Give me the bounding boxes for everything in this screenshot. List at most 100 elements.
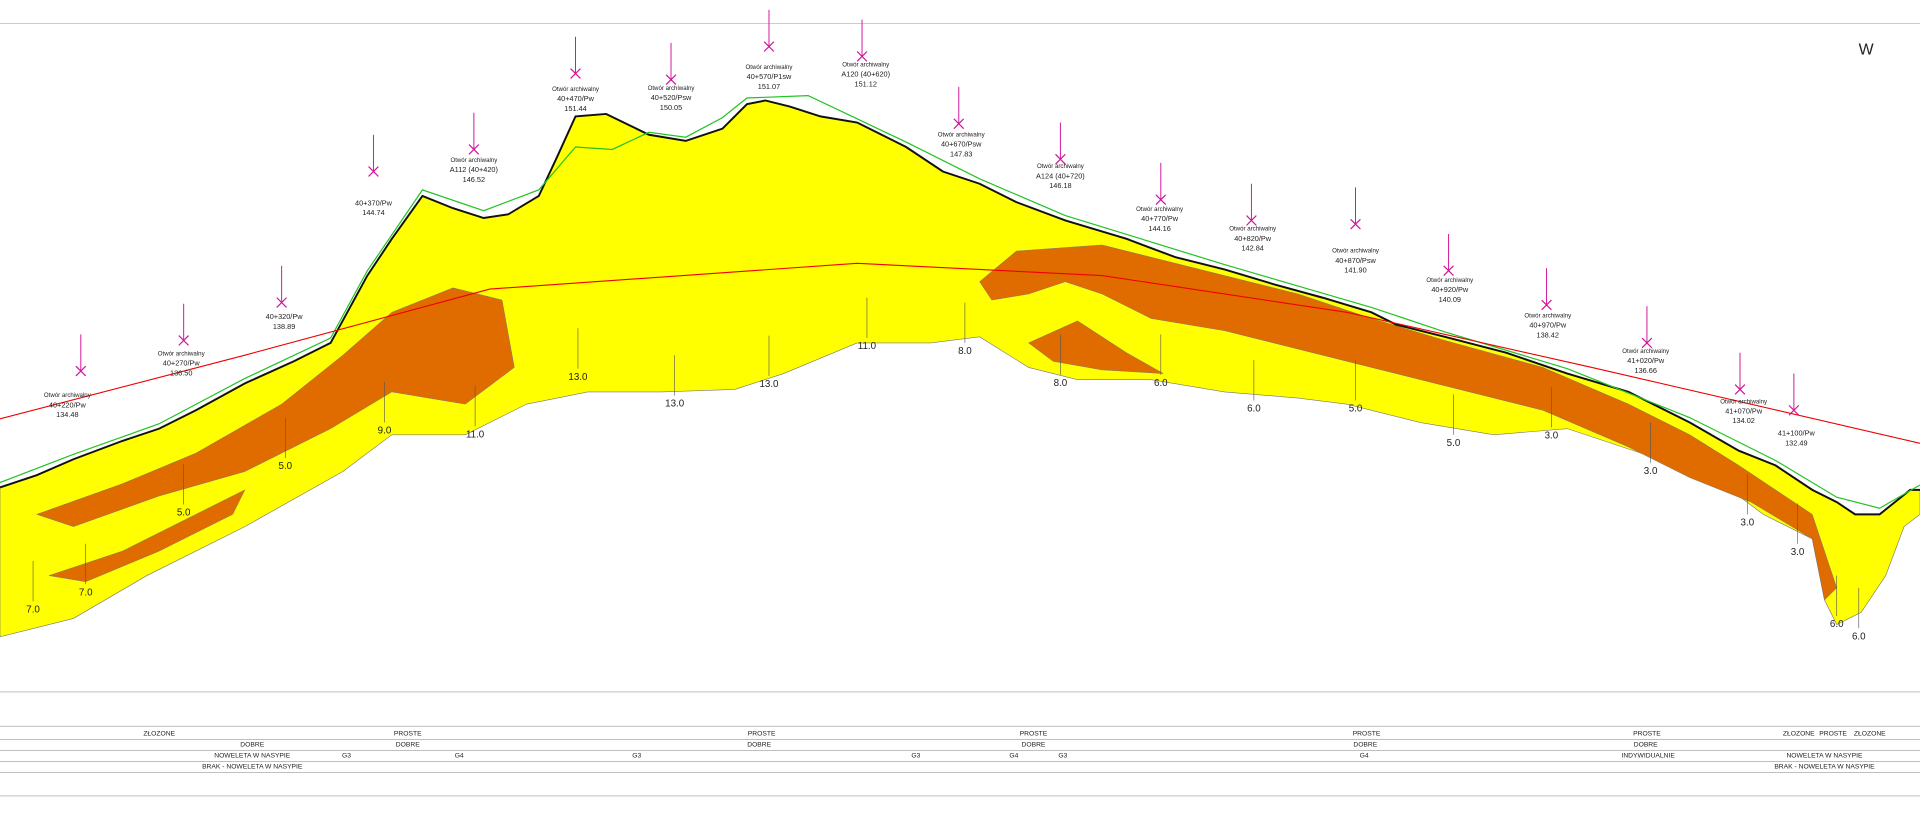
- table-cell: PROSTE: [1020, 730, 1048, 737]
- table-cell: DOBRE: [1634, 741, 1658, 748]
- depth-label: 5.0: [1447, 438, 1461, 449]
- borehole-type: Otwór archiwalny: [1332, 248, 1380, 255]
- borehole-marker: [276, 297, 287, 308]
- borehole-elevation: 138.42: [1537, 331, 1559, 340]
- borehole-type: Otwór archiwalny: [1720, 398, 1768, 405]
- borehole-elevation: 134.48: [56, 410, 78, 419]
- depth-label: 9.0: [378, 426, 392, 437]
- table-cell: G4: [1360, 752, 1369, 759]
- tunnel-axis: [0, 262, 1920, 444]
- depth-label: 6.0: [1247, 404, 1261, 415]
- borehole-marker: [1155, 194, 1167, 205]
- depth-label: 8.0: [958, 346, 972, 357]
- depth-label: 5.0: [1349, 404, 1363, 415]
- depth-label: 11.0: [858, 341, 877, 352]
- depth-label: 3.0: [1741, 518, 1755, 529]
- borehole-marker: [1641, 337, 1653, 349]
- table-cell: DOBRE: [396, 741, 420, 748]
- borehole-type: Otwór archiwalny: [1037, 163, 1085, 170]
- borehole-chainage: 41+070/Pw: [1725, 406, 1763, 415]
- depth-label: 13.0: [568, 372, 588, 383]
- borehole-elevation: 150.05: [660, 103, 682, 112]
- borehole-type: Otwór archiwalny: [158, 351, 206, 358]
- borehole-chainage: 40+970/Pw: [1529, 321, 1567, 330]
- borehole-elevation: 141.90: [1344, 266, 1366, 275]
- borehole-type: Otwór archiwalny: [450, 157, 498, 164]
- depth-label: 7.0: [79, 587, 93, 598]
- borehole-elevation: 144.74: [362, 208, 384, 217]
- borehole-chainage: 40+920/Pw: [1431, 285, 1469, 294]
- borehole-chainage: 40+570/P1sw: [747, 72, 792, 81]
- borehole-marker: [1541, 299, 1552, 311]
- borehole-marker: [75, 365, 87, 377]
- table-cell: INDYWIDUALNIE: [1621, 752, 1675, 759]
- depth-label: 6.0: [1852, 631, 1866, 642]
- borehole-chainage: 41+020/Pw: [1627, 356, 1665, 365]
- terrain-surface: [0, 99, 1920, 516]
- borehole-marker: [178, 335, 190, 346]
- borehole-chainage: 40+670/Psw: [941, 139, 982, 148]
- table-cell: G3: [1058, 752, 1067, 759]
- borehole-marker: [1734, 384, 1746, 395]
- depth-label: 13.0: [759, 379, 779, 390]
- borehole-chainage: 40+470/Pw: [557, 94, 595, 103]
- depth-label: 5.0: [279, 461, 293, 472]
- borehole-type: Otwór archiwalny: [1622, 348, 1670, 355]
- borehole-type: Otwór archiwalny: [938, 131, 986, 138]
- borehole-type: Otwór archiwalny: [746, 64, 794, 71]
- borehole-elevation: 146.18: [1049, 181, 1071, 190]
- borehole-elevation: 136.50: [170, 368, 192, 377]
- table-cell: DOBRE: [240, 741, 264, 748]
- borehole-marker: [1246, 215, 1257, 226]
- borehole-marker: [665, 74, 677, 85]
- table-cell: G3: [911, 752, 920, 759]
- borehole-elevation: 138.89: [273, 322, 295, 331]
- soil-orange: [979, 244, 1838, 601]
- depth-label: 5.0: [177, 508, 191, 519]
- table-cell: ZŁOZONE: [1783, 730, 1815, 737]
- table-cell: DOBRE: [1022, 741, 1046, 748]
- borehole-type: Otwór archiwalny: [1524, 313, 1572, 320]
- borehole-marker: [468, 144, 480, 155]
- borehole-marker: [856, 51, 868, 62]
- table-cell: DOBRE: [1353, 741, 1377, 748]
- borehole-marker: [1443, 265, 1454, 277]
- table-cell: PROSTE: [1353, 730, 1381, 737]
- depth-label: 8.0: [1054, 378, 1068, 389]
- borehole-type: Otwór archiwalny: [842, 62, 890, 69]
- depth-label: 13.0: [665, 399, 685, 410]
- borehole-elevation: 142.84: [1241, 244, 1263, 253]
- borehole-marker: [953, 118, 965, 130]
- borehole-chainage: 40+870/Psw: [1335, 256, 1376, 265]
- soil-orange: [1028, 320, 1164, 374]
- borehole-marker: [368, 166, 379, 177]
- table-cell: PROSTE: [748, 730, 776, 737]
- borehole-elevation: 146.52: [463, 175, 485, 184]
- depth-label: 3.0: [1545, 431, 1559, 442]
- borehole-chainage: 40+270/Pw: [163, 359, 201, 368]
- borehole-elevation: 147.83: [950, 149, 972, 158]
- depth-label: 3.0: [1644, 466, 1658, 477]
- borehole-chainage: 40+770/Pw: [1141, 214, 1179, 223]
- depth-label: 6.0: [1154, 378, 1168, 389]
- table-cell: G3: [632, 752, 641, 759]
- borehole-marker: [763, 41, 775, 52]
- borehole-marker: [1788, 404, 1800, 416]
- borehole-marker: [570, 68, 581, 79]
- table-cell: NOWELETA W NASYPIE: [214, 752, 291, 759]
- borehole-elevation: 132.49: [1785, 438, 1807, 447]
- table-cell: G4: [455, 752, 464, 759]
- borehole-type: Otwór archiwalny: [1426, 277, 1474, 284]
- borehole-type: Otwór archiwalny: [1229, 226, 1277, 233]
- borehole-chainage: 40+370/Pw: [355, 198, 393, 207]
- table-cell: PROSTE: [394, 730, 422, 737]
- table-cell: G4: [1009, 752, 1018, 759]
- soil-orange: [35, 287, 515, 527]
- borehole-type: Otwór archiwalny: [552, 86, 600, 93]
- table-cell: NOWELETA W NASYPIE: [1786, 752, 1863, 759]
- borehole-elevation: 144.16: [1148, 224, 1170, 233]
- borehole-marker: [1350, 218, 1361, 230]
- table-cell: PROSTE: [1819, 730, 1847, 737]
- soil-orange: [48, 489, 246, 582]
